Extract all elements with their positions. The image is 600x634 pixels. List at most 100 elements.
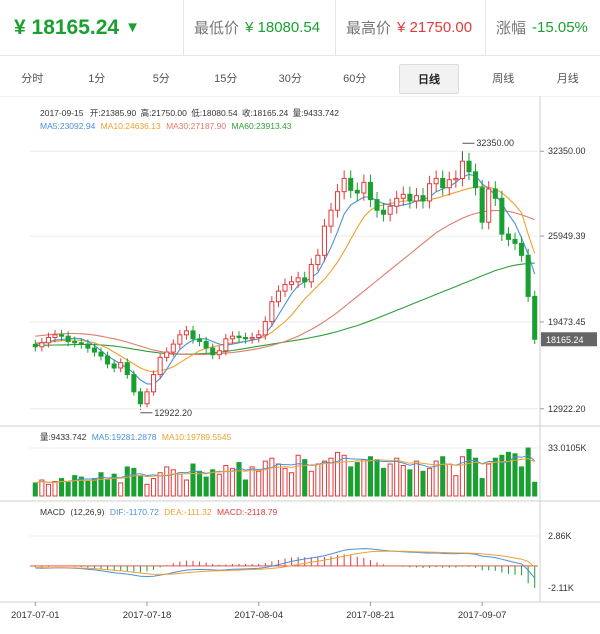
volume-bar	[492, 457, 498, 497]
candle-body	[170, 343, 176, 353]
ma30-line	[35, 209, 535, 356]
down-arrow-icon: ▼	[125, 19, 140, 36]
volume-bar	[72, 475, 78, 497]
candle-body	[183, 330, 189, 336]
date-axis-label: 2017-08-04	[234, 610, 283, 621]
macd-panel	[30, 535, 538, 588]
date-axis-label: 2017-08-21	[346, 610, 395, 621]
candle-body	[466, 160, 472, 173]
candle-body	[459, 160, 465, 179]
volume-bar	[354, 462, 360, 497]
ma10-label: MA10:24636.13	[101, 121, 161, 131]
svg-text:量:9433.742 MA5:19281.287: 量:9433.742 MA5:19281.2878 MA10:19789.554…	[40, 432, 232, 442]
price-axis-label: 19473.45	[548, 317, 586, 327]
volume-bar	[308, 470, 314, 497]
macd-params: (12,26,9)	[70, 507, 104, 517]
volume-bar	[381, 467, 387, 497]
volume-bar	[321, 460, 327, 497]
low-price-label: 最低价	[194, 20, 240, 37]
timeframe-tabs: 分时 1分 5分 15分 30分 60分 日线 周线 月线	[0, 64, 600, 94]
tab-2[interactable]: 5分	[152, 73, 170, 85]
volume-bar	[216, 473, 222, 497]
volume-bar	[144, 483, 150, 497]
tab-5[interactable]: 60分	[343, 73, 367, 85]
candle-body	[440, 177, 446, 189]
candle-body	[144, 391, 150, 405]
tab-0[interactable]: 分时	[21, 73, 44, 85]
volume-bar	[348, 466, 354, 497]
volume-bar	[367, 456, 373, 497]
candle-body	[328, 209, 334, 227]
volume-bar	[118, 482, 124, 497]
volume-bar	[91, 478, 97, 497]
volume-bar	[137, 475, 143, 497]
volume-bar	[440, 456, 446, 497]
volume-bars	[30, 447, 538, 497]
low-price-stat: 最低价 ¥ 18080.54	[184, 0, 336, 56]
macd-info: MACD (12,26,9) DIF:-1170.72 DEA:-111.32 …	[40, 507, 278, 517]
candle-body	[223, 338, 229, 352]
candle-body	[394, 197, 400, 207]
candle-body	[39, 342, 45, 348]
svg-text:2017-09-15 开:21385.90: 2017-09-15 开:21385.90 高:21750.00 低:18080…	[40, 108, 339, 118]
macd-value-label: MACD:-2118.79	[217, 507, 278, 517]
volume-bar	[236, 462, 242, 497]
high-price-value: ¥ 21750.00	[397, 19, 473, 36]
volume-bar	[203, 476, 209, 497]
candle-body	[59, 334, 65, 337]
low-price-value: ¥ 18080.54	[245, 19, 321, 36]
candle-body	[105, 355, 111, 365]
volume-bar	[229, 467, 235, 497]
volume-bar	[433, 460, 439, 497]
date-axis-label: 2017-07-18	[123, 610, 172, 621]
candle-body	[65, 335, 71, 342]
volume-bar	[420, 470, 426, 497]
volume-bar	[361, 459, 367, 497]
tab-3[interactable]: 15分	[214, 73, 238, 85]
candle-body	[124, 362, 130, 376]
volume-bar	[256, 470, 262, 497]
candle-body	[85, 343, 91, 349]
volume-bar	[400, 464, 406, 497]
dif-line	[35, 548, 536, 579]
candle-body	[499, 197, 505, 235]
kline-chart[interactable]: 2017-09-15 开:21385.90 高:21750.00 低:18080…	[0, 96, 600, 634]
tab-7[interactable]: 周线	[492, 73, 515, 85]
change-label: 涨幅	[496, 20, 527, 37]
volume-bar	[210, 469, 216, 497]
tab-6[interactable]: 日线	[399, 64, 459, 94]
candle-body	[413, 195, 419, 202]
volume-bar	[479, 478, 485, 497]
candle-body	[98, 351, 104, 357]
candle-body	[91, 347, 97, 353]
volume-bar	[453, 475, 459, 497]
candle-body	[433, 177, 439, 185]
volume-bar	[275, 463, 281, 497]
volume-axis-label: 33.0105K	[548, 443, 587, 453]
current-price-tag: 18165.24	[546, 335, 584, 345]
candle-body	[532, 295, 538, 340]
tab-4[interactable]: 30分	[278, 73, 302, 85]
volume-bar	[197, 470, 203, 497]
tab-1[interactable]: 1分	[88, 73, 106, 85]
dea-line	[35, 550, 536, 575]
volume-bar	[105, 479, 111, 497]
tab-8[interactable]: 月线	[556, 73, 579, 85]
candle-body	[420, 195, 426, 202]
candle-body	[72, 340, 78, 344]
candle-body	[400, 193, 406, 199]
candle-body	[164, 351, 170, 358]
max-annotation: 32350.00	[476, 138, 514, 148]
volume-bar	[512, 453, 518, 497]
candle-body	[335, 191, 341, 211]
volume-bar	[446, 463, 452, 497]
price-axis-label: 12922.20	[548, 404, 586, 414]
volume-bar	[427, 467, 433, 497]
candle-body	[236, 335, 242, 338]
volume-bar	[282, 467, 288, 497]
vol-ma10-label: MA10:19789.5545	[162, 432, 232, 442]
volume-bar	[374, 459, 380, 497]
volume-bar	[183, 479, 189, 497]
candle-body	[111, 363, 117, 369]
candles	[32, 152, 538, 408]
